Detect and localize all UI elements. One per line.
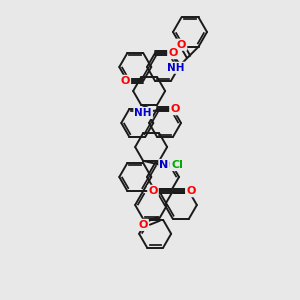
Text: N: N [159,160,169,170]
Text: NH: NH [167,63,184,73]
Text: O: O [186,186,196,196]
Text: O: O [168,48,178,58]
Text: Cl: Cl [171,160,183,170]
Text: O: O [177,40,186,50]
Text: NH: NH [134,108,152,118]
Text: O: O [170,104,180,114]
Text: O: O [121,76,130,86]
Text: O: O [148,186,158,196]
Text: O: O [139,220,148,230]
